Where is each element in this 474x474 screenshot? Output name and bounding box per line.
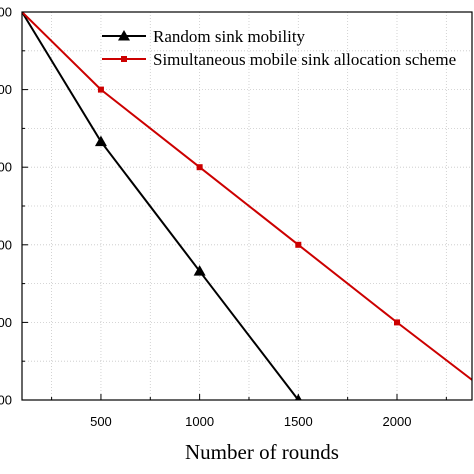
square-marker: [121, 56, 127, 62]
triangle-marker: [118, 30, 130, 41]
legend: Random sink mobility Simultaneous mobile …: [102, 27, 456, 69]
square-marker: [97, 86, 104, 93]
square-marker: [196, 164, 203, 171]
grid-lines: [22, 11, 472, 401]
triangle-marker: [294, 394, 302, 400]
y-tick-labels: 00 00 00 00 00 00: [0, 5, 12, 408]
triangle-marker: [94, 135, 107, 147]
y-tick-label: 00: [0, 160, 12, 175]
square-marker: [394, 319, 400, 326]
x-tick-label: 500: [90, 414, 112, 429]
legend-label: Simultaneous mobile sink allocation sche…: [153, 50, 456, 69]
triangle-marker: [193, 265, 206, 276]
series-simultaneous-mobile-sink: [22, 12, 472, 381]
x-axis-title: Number of rounds: [185, 440, 339, 464]
y-tick-label: 00: [0, 315, 12, 330]
legend-label: Random sink mobility: [153, 27, 306, 46]
y-tick-label: 00: [0, 5, 12, 20]
series-line: [22, 12, 300, 400]
data-series: [22, 12, 472, 400]
y-tick-label: 00: [0, 393, 12, 408]
series-random-sink-mobility: [22, 12, 302, 400]
x-tick-label: 1000: [185, 414, 214, 429]
x-tick-labels: 500 1000 1500 2000: [90, 414, 411, 429]
y-tick-label: 00: [0, 237, 12, 252]
y-tick-label: 00: [0, 82, 12, 97]
plot-frame: [21, 11, 473, 401]
square-marker: [295, 241, 302, 248]
x-tick-label: 1500: [284, 414, 313, 429]
x-tick-label: 2000: [383, 414, 412, 429]
series-line: [22, 12, 472, 381]
